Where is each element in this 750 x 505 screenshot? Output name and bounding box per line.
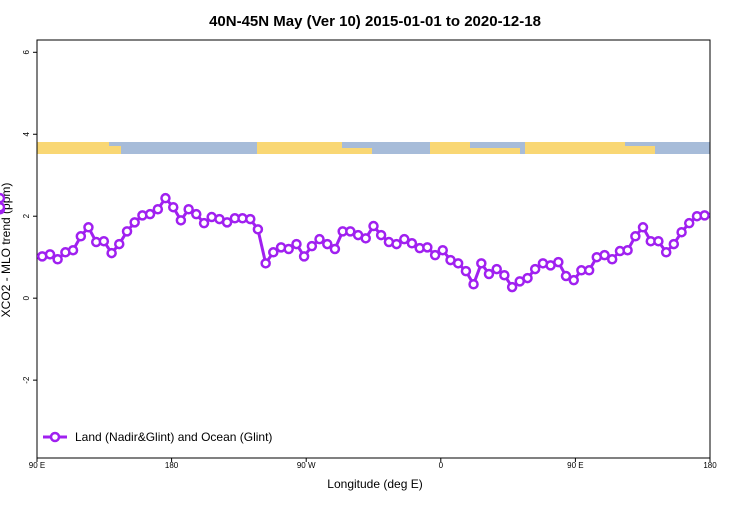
point	[260, 258, 271, 269]
point	[399, 233, 410, 245]
point	[522, 272, 533, 284]
point	[106, 247, 117, 259]
point	[75, 231, 87, 242]
point	[322, 238, 333, 250]
point	[452, 258, 464, 269]
land-ocean-strip	[37, 142, 710, 154]
x-tick-label: 90 E	[29, 461, 45, 470]
point	[660, 247, 672, 258]
point	[129, 217, 140, 228]
point	[668, 238, 680, 250]
y-tick-label: 0	[22, 295, 31, 300]
point	[221, 217, 233, 228]
point	[0, 201, 6, 213]
legend-label: Land (Nadir&Glint) and Ocean (Glint)	[75, 430, 272, 444]
point	[191, 208, 202, 220]
chart-title: 40N-45N May (Ver 10) 2015-01-01 to 2020-…	[209, 13, 541, 30]
point	[44, 249, 56, 260]
point	[198, 217, 210, 229]
y-tick-label: 6	[22, 50, 31, 55]
point	[622, 244, 633, 256]
y-tick-label: 2	[22, 213, 31, 218]
point	[314, 233, 325, 245]
point	[360, 233, 371, 244]
point	[329, 243, 341, 255]
point	[144, 208, 156, 220]
point	[437, 244, 448, 256]
point	[345, 226, 356, 237]
legend-marker	[49, 431, 61, 443]
point	[422, 242, 433, 253]
point	[553, 256, 564, 268]
point	[506, 281, 518, 293]
point	[291, 238, 302, 250]
point	[52, 253, 63, 265]
x-tick-label: 90 E	[567, 461, 583, 470]
point	[252, 224, 264, 235]
point	[175, 215, 187, 226]
point	[283, 243, 294, 255]
point	[114, 238, 125, 250]
point	[683, 217, 695, 229]
point	[699, 210, 710, 221]
point	[568, 274, 580, 286]
point	[599, 249, 610, 261]
point	[160, 192, 171, 204]
point	[268, 247, 279, 258]
x-tick-label: 180	[165, 461, 179, 470]
point	[183, 203, 194, 215]
point	[460, 265, 472, 277]
point	[560, 270, 572, 282]
legend: Land (Nadir&Glint) and Ocean (Glint)	[43, 430, 272, 444]
point	[637, 222, 649, 233]
point	[152, 203, 164, 215]
point	[429, 249, 441, 261]
point	[245, 213, 256, 225]
point	[98, 235, 110, 247]
point	[476, 258, 487, 269]
point	[468, 278, 479, 290]
point	[483, 268, 495, 280]
point	[121, 226, 133, 237]
point	[529, 263, 541, 275]
plot-frame	[36, 39, 711, 459]
x-tick-label: 180	[703, 461, 717, 470]
point	[375, 229, 387, 241]
point	[67, 244, 79, 256]
point	[0, 192, 6, 204]
point	[653, 235, 664, 247]
point	[583, 265, 595, 276]
point	[606, 253, 618, 265]
y-tick-label: -2	[22, 376, 31, 384]
point	[391, 238, 402, 250]
point	[406, 238, 418, 249]
point	[499, 269, 510, 281]
x-tick-label: 0	[439, 461, 444, 470]
point	[676, 226, 687, 238]
x-tick-label: 90 W	[297, 461, 316, 470]
point	[83, 222, 94, 233]
point	[630, 231, 641, 242]
y-axis-label: XCO2 - MLO trend (ppm)	[0, 183, 13, 318]
y-tick-label: 4	[22, 131, 31, 136]
x-axis-label: Longitude (deg E)	[327, 477, 422, 491]
point	[306, 240, 318, 252]
point	[491, 263, 502, 275]
point	[167, 201, 179, 213]
point	[368, 220, 379, 232]
point	[298, 251, 310, 262]
